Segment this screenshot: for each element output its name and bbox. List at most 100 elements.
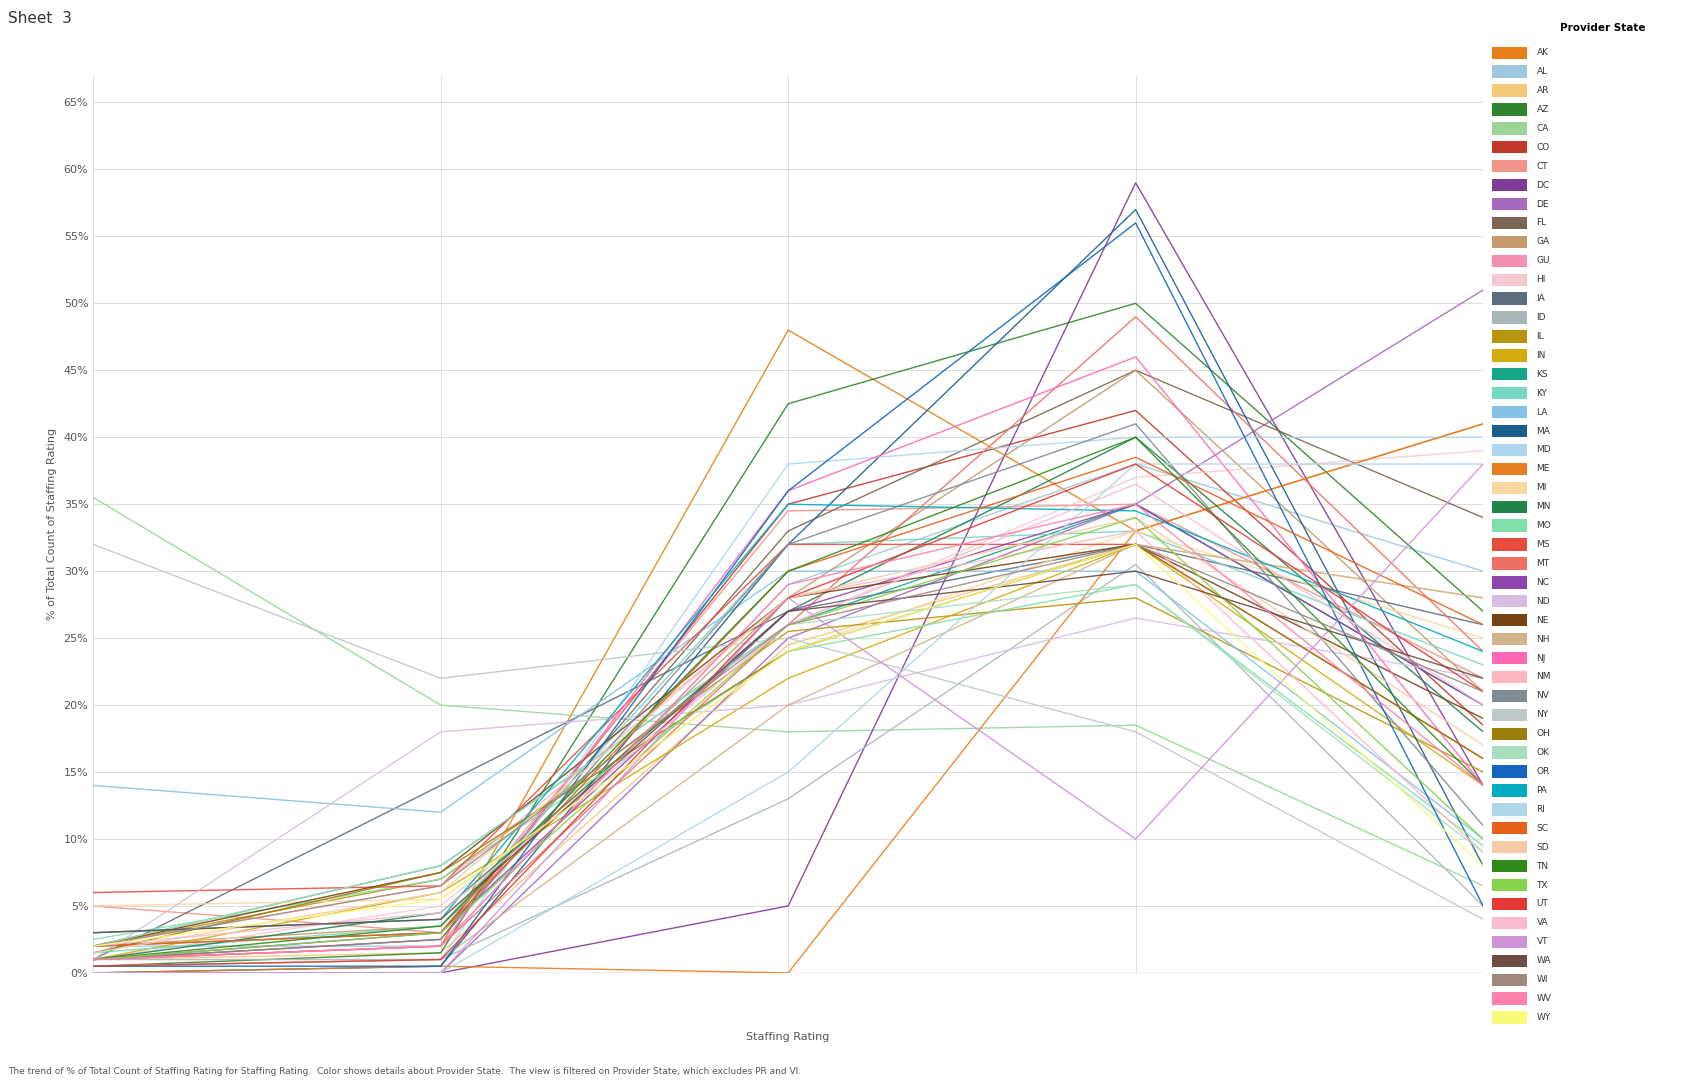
Bar: [1492, 1012, 1527, 1024]
Bar: [1492, 520, 1527, 532]
Bar: [1492, 104, 1527, 116]
Bar: [1492, 879, 1527, 891]
Bar: [1492, 576, 1527, 588]
Text: NV: NV: [1536, 692, 1549, 700]
Text: WA: WA: [1536, 957, 1551, 965]
Bar: [1492, 709, 1527, 721]
Text: AZ: AZ: [1536, 105, 1549, 114]
Text: IL: IL: [1536, 332, 1544, 341]
Text: NH: NH: [1536, 635, 1549, 643]
Text: KY: KY: [1536, 389, 1548, 398]
Text: Provider State: Provider State: [1559, 24, 1646, 34]
Text: ND: ND: [1536, 597, 1549, 605]
Text: MT: MT: [1536, 559, 1549, 568]
Bar: [1492, 425, 1527, 437]
Bar: [1492, 217, 1527, 229]
Bar: [1492, 785, 1527, 797]
Text: NJ: NJ: [1536, 654, 1546, 663]
Bar: [1492, 444, 1527, 456]
Text: 2: 2: [437, 992, 444, 1003]
Bar: [1492, 406, 1527, 418]
Bar: [1492, 765, 1527, 777]
Text: AR: AR: [1536, 86, 1549, 95]
Text: OH: OH: [1536, 730, 1551, 738]
Bar: [1492, 46, 1527, 58]
Bar: [1492, 974, 1527, 986]
Text: Staffing Rating: Staffing Rating: [746, 1032, 831, 1042]
Text: MI: MI: [1536, 483, 1548, 492]
Text: MD: MD: [1536, 445, 1551, 454]
Text: KS: KS: [1536, 370, 1548, 378]
Text: DC: DC: [1536, 181, 1549, 189]
Text: GU: GU: [1536, 256, 1549, 265]
Bar: [1492, 160, 1527, 172]
Bar: [1492, 538, 1527, 550]
Text: IA: IA: [1536, 294, 1546, 303]
Bar: [1492, 803, 1527, 815]
Bar: [1492, 387, 1527, 399]
Bar: [1492, 236, 1527, 248]
Text: ID: ID: [1536, 313, 1546, 322]
Bar: [1492, 369, 1527, 381]
Text: 1: 1: [90, 992, 97, 1003]
Bar: [1492, 671, 1527, 683]
Text: AK: AK: [1536, 49, 1549, 57]
Bar: [1492, 179, 1527, 191]
Bar: [1492, 482, 1527, 494]
Bar: [1492, 860, 1527, 872]
Text: AL: AL: [1536, 67, 1548, 76]
Bar: [1492, 142, 1527, 154]
Bar: [1492, 273, 1527, 285]
Text: OK: OK: [1536, 748, 1549, 757]
Bar: [1492, 311, 1527, 323]
Text: WY: WY: [1536, 1013, 1551, 1022]
Bar: [1492, 841, 1527, 853]
Text: NC: NC: [1536, 578, 1549, 587]
Bar: [1492, 898, 1527, 910]
Text: 5: 5: [1480, 992, 1487, 1003]
Text: HI: HI: [1536, 276, 1546, 284]
Bar: [1492, 255, 1527, 267]
Text: RI: RI: [1536, 805, 1546, 814]
Text: CA: CA: [1536, 124, 1549, 133]
Text: NE: NE: [1536, 616, 1549, 625]
Bar: [1492, 633, 1527, 645]
Bar: [1492, 596, 1527, 608]
Bar: [1492, 501, 1527, 512]
Bar: [1492, 955, 1527, 966]
Bar: [1492, 84, 1527, 96]
Bar: [1492, 690, 1527, 702]
Bar: [1492, 331, 1527, 343]
Text: 3: 3: [785, 992, 792, 1003]
Bar: [1492, 558, 1527, 570]
Text: VT: VT: [1536, 937, 1548, 946]
Bar: [1492, 293, 1527, 305]
Text: Sheet  3: Sheet 3: [8, 11, 73, 26]
Bar: [1492, 747, 1527, 759]
Text: IN: IN: [1536, 351, 1546, 360]
Text: LA: LA: [1536, 408, 1548, 416]
Bar: [1492, 122, 1527, 134]
Text: TN: TN: [1536, 862, 1549, 870]
Text: GA: GA: [1536, 238, 1549, 246]
Bar: [1492, 614, 1527, 626]
Bar: [1492, 917, 1527, 929]
Bar: [1492, 728, 1527, 739]
Text: The trend of % of Total Count of Staffing Rating for Staffing Rating.  Color sho: The trend of % of Total Count of Staffin…: [8, 1067, 802, 1076]
Text: VA: VA: [1536, 919, 1548, 927]
Text: MA: MA: [1536, 427, 1551, 436]
Bar: [1492, 66, 1527, 78]
Text: WI: WI: [1536, 975, 1548, 984]
Bar: [1492, 936, 1527, 948]
Bar: [1492, 992, 1527, 1004]
Bar: [1492, 198, 1527, 210]
Bar: [1492, 349, 1527, 361]
Y-axis label: % of Total Count of Staffing Rating: % of Total Count of Staffing Rating: [47, 428, 56, 620]
Text: NM: NM: [1536, 672, 1551, 681]
Text: PA: PA: [1536, 786, 1548, 795]
Text: SC: SC: [1536, 824, 1549, 832]
Text: MN: MN: [1536, 503, 1551, 511]
Text: MS: MS: [1536, 540, 1549, 549]
Text: WV: WV: [1536, 995, 1551, 1003]
Text: FL: FL: [1536, 218, 1546, 227]
